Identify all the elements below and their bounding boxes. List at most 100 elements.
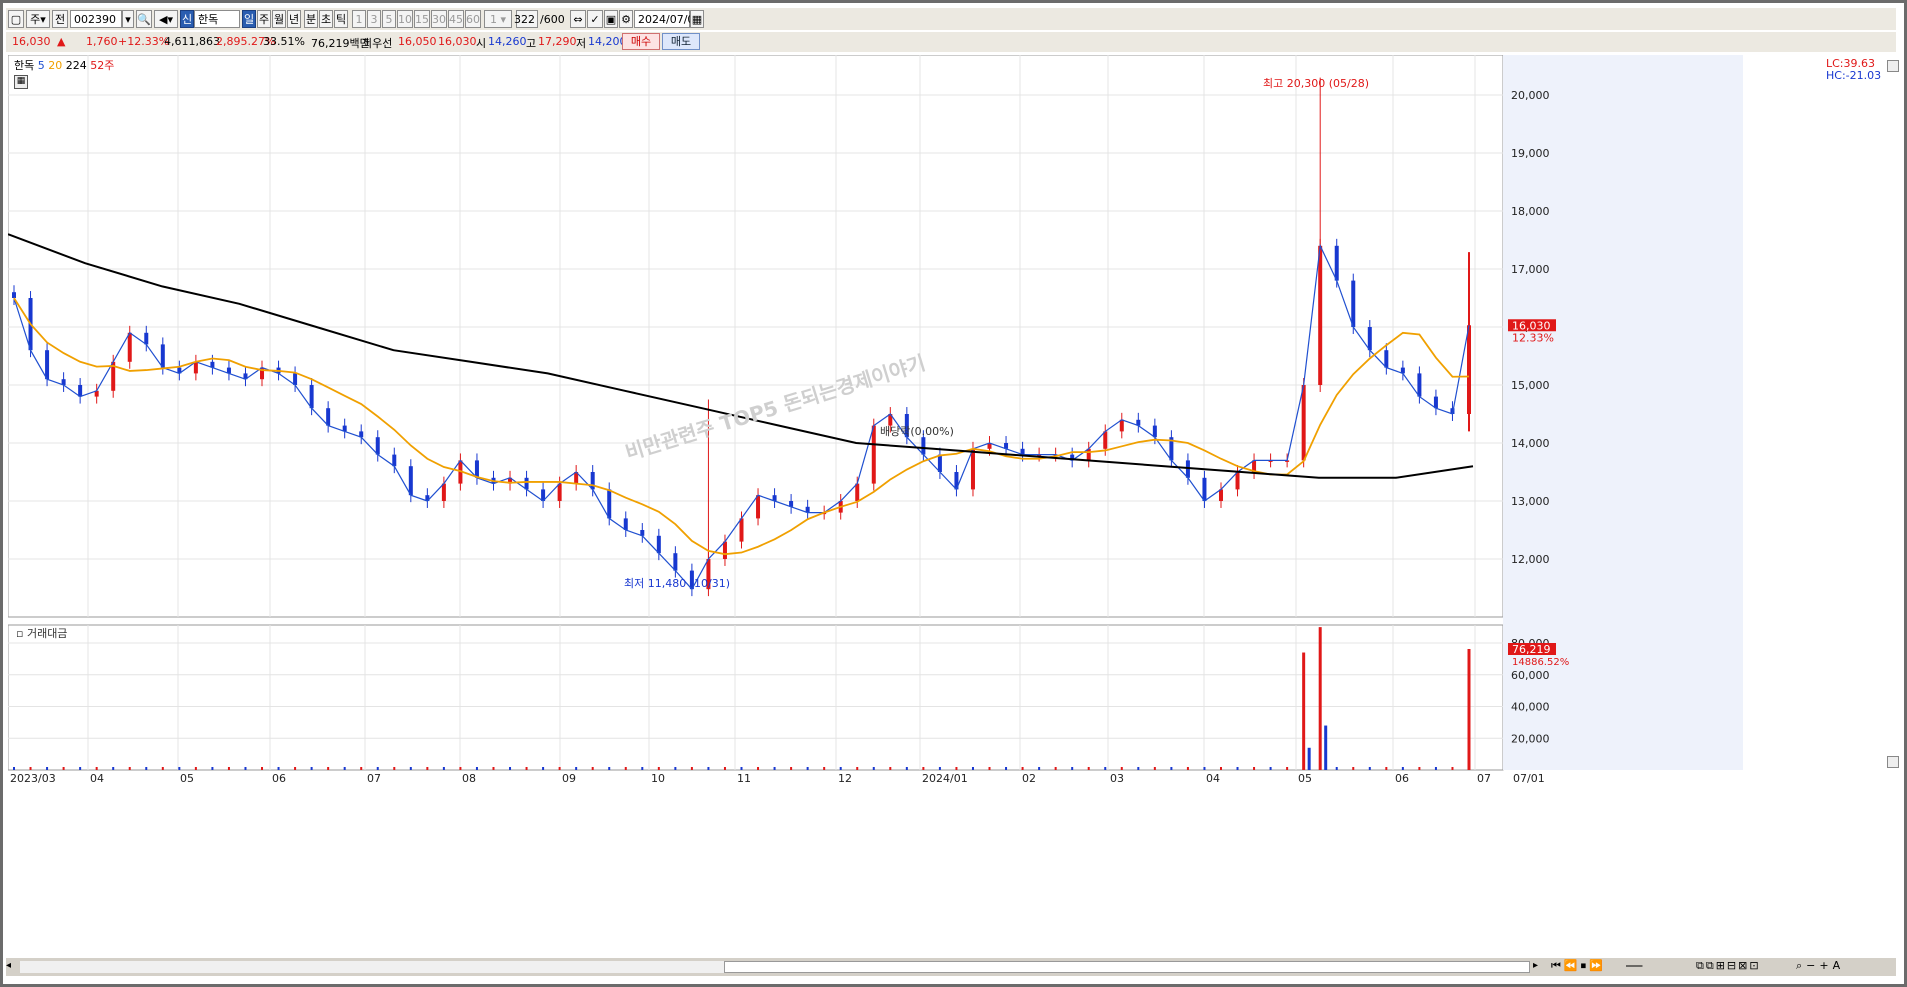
volume-bar — [955, 767, 958, 770]
stock-name-field[interactable]: 한독 — [194, 10, 240, 28]
candle-body — [210, 361, 215, 368]
table-view-icon[interactable]: ▦ — [14, 75, 28, 89]
candle-body — [12, 292, 16, 298]
tab-minute[interactable]: 분 — [304, 10, 318, 28]
calendar-icon[interactable]: ▦ — [690, 10, 704, 28]
compare-icon[interactable]: ✓ — [587, 10, 603, 28]
interval-15[interactable]: 15 — [414, 10, 430, 28]
view-tools-icon[interactable]: ⧉⧉⊞⊟⊠⊡ — [1696, 959, 1761, 972]
volume-bar — [1269, 767, 1272, 770]
interval-30[interactable]: 30 — [431, 10, 447, 28]
interval-10[interactable]: 10 — [397, 10, 413, 28]
interval-45[interactable]: 45 — [448, 10, 464, 28]
dividend-marker: 배당락(0.00%) — [880, 425, 954, 438]
candle-body — [987, 443, 992, 449]
ma5-line — [13, 243, 1470, 591]
scroll-thumb[interactable] — [724, 961, 1530, 973]
volume-bar — [1368, 767, 1371, 770]
scroll-bar[interactable]: ◂ ▸ ⏮⏪⏹⏩ ⎯⎯⎯ ⧉⧉⊞⊟⊠⊡ ⌕−+A — [6, 958, 1896, 976]
interval-1[interactable]: 1 — [352, 10, 366, 28]
panel-collapse-icon[interactable] — [1887, 60, 1899, 72]
volume-bar — [1418, 767, 1421, 770]
bid-price: 16,030 — [438, 35, 477, 48]
volume-bar — [475, 767, 478, 770]
volume-bar — [806, 767, 809, 770]
interval-3[interactable]: 3 — [367, 10, 381, 28]
month-label: 07 — [367, 772, 381, 785]
scroll-left-icon[interactable]: ◂ — [6, 960, 12, 971]
volume-bar — [178, 767, 181, 770]
volume-bar — [393, 767, 396, 770]
candle-body — [689, 570, 694, 590]
volume-bar — [343, 767, 346, 770]
volume-bar — [13, 767, 15, 770]
candle-body — [1235, 472, 1240, 490]
volume-bar — [112, 767, 115, 770]
candle-body — [1185, 460, 1190, 478]
prefix-menu[interactable]: 전 — [52, 10, 68, 28]
playback-controls-icon[interactable]: ⏮⏪⏹⏩ — [1551, 959, 1606, 972]
tab-second[interactable]: 초 — [319, 10, 333, 28]
zoom-tools-icon[interactable]: ⌕−+A — [1796, 959, 1845, 972]
candle-body — [888, 414, 893, 426]
volume-spike-bar — [1318, 627, 1322, 770]
subpanel-collapse-icon[interactable] — [1887, 756, 1899, 768]
sound-menu-icon[interactable]: ◀▾ — [154, 10, 178, 28]
scroll-right-icon[interactable]: ▸ — [1533, 960, 1539, 971]
candle-body — [474, 460, 479, 478]
save-icon[interactable]: ▣ — [604, 10, 618, 28]
volume-bar — [1087, 767, 1090, 770]
interval-60[interactable]: 60 — [465, 10, 481, 28]
candle-body — [1334, 245, 1339, 281]
gear-icon[interactable]: ⚙ — [619, 10, 633, 28]
candle-body — [805, 506, 810, 513]
month-label: 05 — [1298, 772, 1312, 785]
date-input[interactable]: 2024/07/01 — [634, 10, 701, 28]
candle-body — [342, 425, 347, 432]
window-menu-icon[interactable]: ▢ — [8, 10, 24, 28]
low-label: 저 — [576, 37, 587, 50]
volume-bar — [1153, 767, 1156, 770]
volume-bar — [641, 767, 644, 770]
code-dropdown-icon[interactable]: ▾ — [122, 10, 134, 28]
tab-week[interactable]: 주 — [257, 10, 271, 28]
chart-legend: 한독 5 20 224 52주 — [14, 57, 114, 73]
candle-body — [1433, 396, 1438, 409]
scale-line-icon[interactable]: ⎯⎯⎯ — [1626, 959, 1643, 972]
candle-body — [408, 466, 413, 496]
month-label: 11 — [737, 772, 751, 785]
count-input[interactable]: 322 — [514, 10, 538, 28]
volume-bar — [79, 767, 82, 770]
volume-bar — [905, 767, 908, 770]
high-marker-label: 최고 20,300 (05/28) — [1263, 77, 1369, 90]
candle-body — [954, 472, 959, 490]
candle-body — [1004, 443, 1009, 449]
volume-bar — [1219, 767, 1222, 770]
code-input[interactable]: 002390 — [70, 10, 122, 28]
crosshair-icon[interactable]: ⇔ — [570, 10, 586, 28]
interval-select-value: 1 — [489, 12, 497, 26]
toolbar: ▢ 주 ▾ 전 002390 ▾ 🔍 ◀▾ 신 한독 일 주 월 년 분 초 틱 … — [6, 8, 1896, 30]
tab-year[interactable]: 년 — [287, 10, 301, 28]
volume: 4,611,863 — [164, 35, 220, 48]
period-menu[interactable]: 주 ▾ — [26, 10, 50, 28]
interval-select[interactable]: 1 ▾ — [484, 10, 512, 28]
volume-bar — [707, 767, 710, 770]
buy-button[interactable]: 매수 — [622, 33, 660, 50]
quote-label: 최우선 — [362, 37, 393, 50]
price-chart[interactable]: 2023/03 04 05 06 07 08 09 10 11 12 2024/01 02 03 04 05… — [8, 55, 1828, 955]
price-tick-label: 13,000 — [1511, 495, 1550, 508]
volume-spike-bar — [1302, 652, 1306, 770]
interval-5[interactable]: 5 — [382, 10, 396, 28]
volume-bar — [1335, 767, 1338, 770]
sell-button[interactable]: 매도 — [662, 33, 700, 50]
tab-tick[interactable]: 틱 — [334, 10, 348, 28]
tab-day[interactable]: 일 — [242, 10, 256, 28]
open-price: 14,260 — [488, 35, 527, 48]
candle-body — [508, 477, 513, 484]
tab-month[interactable]: 월 — [272, 10, 286, 28]
search-icon[interactable]: 🔍 — [136, 10, 152, 28]
volume-bar — [1186, 767, 1189, 770]
candle-body — [243, 373, 248, 380]
month-label: 06 — [272, 772, 286, 785]
